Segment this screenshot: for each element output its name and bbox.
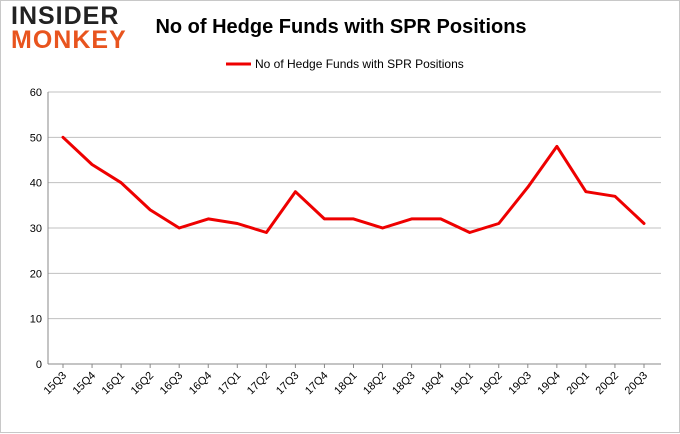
x-tick-label-19Q4: 19Q4 xyxy=(535,370,563,398)
data-point-15Q3 xyxy=(61,136,65,139)
data-point-20Q1 xyxy=(584,190,588,193)
data-point-17Q4 xyxy=(323,217,326,221)
legend: No of Hedge Funds with SPR Positions xyxy=(226,57,464,71)
x-tick-label-17Q1: 17Q1 xyxy=(216,370,244,398)
x-tick-label-16Q4: 16Q4 xyxy=(187,370,215,398)
x-tick-label-18Q1: 18Q1 xyxy=(332,370,360,398)
x-tick-label-19Q2: 19Q2 xyxy=(477,370,505,398)
data-point-18Q1 xyxy=(352,217,355,221)
data-point-16Q3 xyxy=(178,226,181,230)
y-tick-labels: 0 10 20 30 40 50 60 xyxy=(30,87,42,371)
data-point-19Q3 xyxy=(526,186,529,189)
series-group xyxy=(61,135,646,234)
x-tick-label-20Q2: 20Q2 xyxy=(594,370,622,398)
x-tick-label-18Q3: 18Q3 xyxy=(390,370,418,398)
x-tick-label-15Q4: 15Q4 xyxy=(71,370,99,398)
x-tick-labels: 15Q3 15Q4 16Q1 16Q2 16Q3 16Q4 17Q1 17Q2 17Q3 17Q4… xyxy=(42,370,651,398)
x-tick-label-18Q2: 18Q2 xyxy=(361,370,389,398)
y-tick-label-20: 20 xyxy=(30,268,42,280)
x-tick-label-18Q4: 18Q4 xyxy=(419,370,447,398)
data-point-19Q2 xyxy=(497,222,500,225)
data-point-17Q2 xyxy=(265,231,268,234)
x-tick-label-16Q2: 16Q2 xyxy=(129,370,157,398)
data-point-20Q2 xyxy=(613,195,617,198)
y-tick-label-10: 10 xyxy=(30,314,42,326)
x-tick-label-16Q3: 16Q3 xyxy=(158,370,186,398)
data-point-17Q1 xyxy=(236,222,239,225)
y-tick-label-60: 60 xyxy=(30,87,42,99)
data-point-16Q2 xyxy=(148,208,152,212)
data-point-18Q2 xyxy=(381,226,384,230)
x-tick-label-17Q4: 17Q4 xyxy=(303,370,331,398)
x-tick-label-20Q3: 20Q3 xyxy=(623,370,651,398)
chart-title: No of Hedge Funds with SPR Positions xyxy=(155,16,527,38)
data-point-17Q3 xyxy=(294,190,297,193)
x-tick-label-19Q1: 19Q1 xyxy=(448,370,476,398)
x-tick-label-17Q2: 17Q2 xyxy=(245,370,273,398)
data-point-15Q4 xyxy=(90,163,94,166)
y-tick-label-40: 40 xyxy=(30,178,42,190)
logo-text-bottom: Monkey xyxy=(11,26,127,54)
y-tick-label-50: 50 xyxy=(30,132,42,144)
axes xyxy=(47,92,661,368)
data-point-16Q4 xyxy=(207,217,210,221)
x-tick-label-20Q1: 20Q1 xyxy=(564,370,592,398)
y-tick-label-30: 30 xyxy=(30,223,42,235)
data-point-18Q4 xyxy=(439,217,442,221)
legend-label: No of Hedge Funds with SPR Positions xyxy=(255,57,464,71)
data-point-19Q4 xyxy=(555,145,559,148)
x-tick-label-15Q3: 15Q3 xyxy=(42,370,70,398)
data-point-16Q1 xyxy=(119,181,123,184)
x-tick-label-19Q3: 19Q3 xyxy=(506,370,534,398)
data-point-18Q3 xyxy=(410,217,413,221)
y-tick-label-0: 0 xyxy=(36,359,42,371)
data-point-20Q3 xyxy=(642,222,646,225)
x-tick-label-17Q3: 17Q3 xyxy=(274,370,302,398)
x-tick-label-16Q1: 16Q1 xyxy=(100,370,128,398)
insider-monkey-logo: Insider Monkey xyxy=(11,2,129,54)
data-point-19Q1 xyxy=(468,231,471,234)
logo-text-top: Insider xyxy=(11,2,120,30)
gridlines xyxy=(48,91,661,320)
